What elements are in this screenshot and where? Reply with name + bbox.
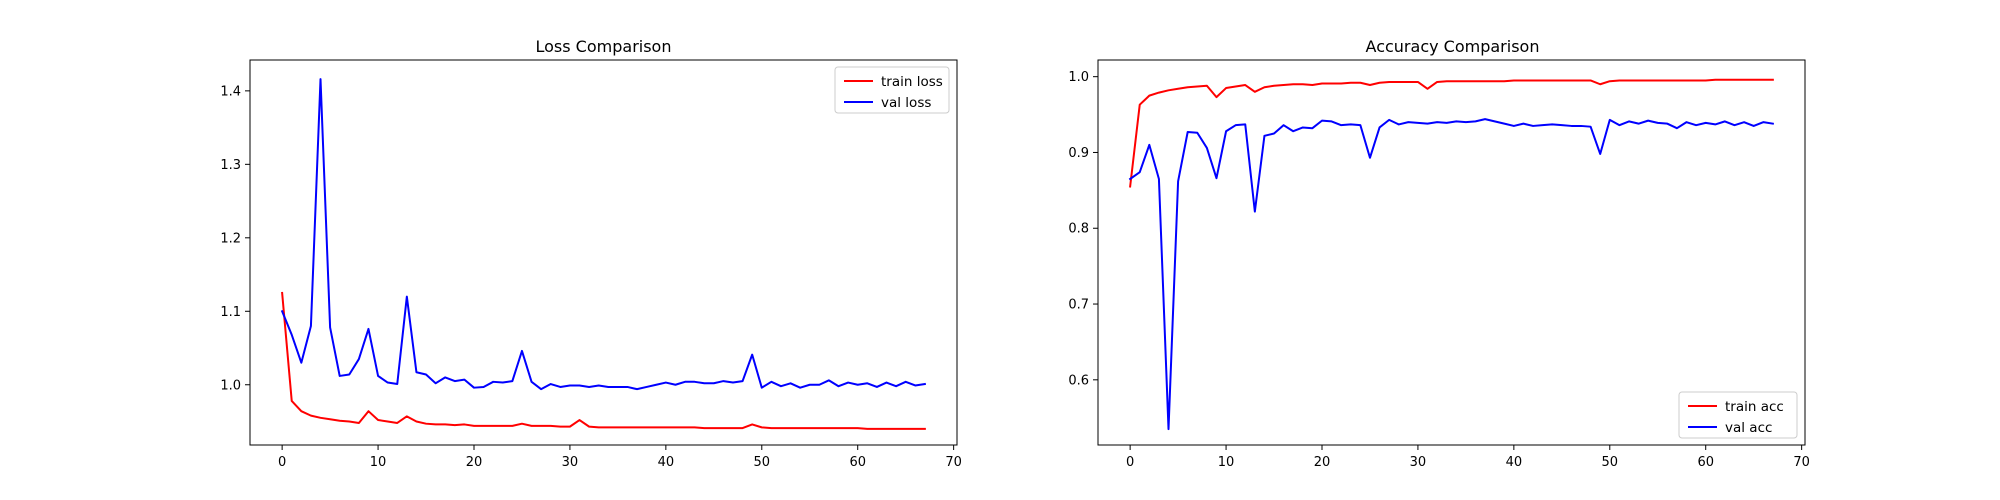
loss-legend-label: val loss bbox=[881, 95, 931, 111]
loss-series-line-train-loss bbox=[281, 291, 926, 430]
accuracy-series-line-val-acc bbox=[1128, 118, 1775, 431]
loss-axes-frame bbox=[249, 59, 958, 446]
loss-legend-label: train loss bbox=[881, 74, 943, 90]
accuracy-x-tick-label: 40 bbox=[1506, 455, 1523, 470]
loss-y-tick-label: 1.1 bbox=[220, 305, 241, 320]
accuracy-legend-label: val acc bbox=[1725, 420, 1772, 436]
loss-chart-title: Loss Comparison bbox=[536, 37, 672, 56]
loss-x-tick-label: 60 bbox=[849, 455, 866, 470]
accuracy-x-tick-label: 10 bbox=[1218, 455, 1235, 470]
accuracy-chart-title: Accuracy Comparison bbox=[1366, 37, 1540, 56]
accuracy-x-tick-label: 0 bbox=[1126, 455, 1134, 470]
accuracy-y-tick-label: 0.8 bbox=[1068, 222, 1089, 237]
loss-x-tick-label: 50 bbox=[754, 455, 771, 470]
accuracy-x-tick-label: 50 bbox=[1602, 455, 1619, 470]
loss-y-tick-label: 1.3 bbox=[220, 158, 241, 173]
loss-x-tick-label: 20 bbox=[466, 455, 483, 470]
accuracy-series-line-train-acc bbox=[1129, 78, 1774, 188]
accuracy-y-tick-label: 0.7 bbox=[1068, 298, 1089, 313]
accuracy-x-tick-label: 20 bbox=[1314, 455, 1331, 470]
accuracy-axes-frame bbox=[1097, 59, 1806, 446]
loss-y-tick-label: 1.2 bbox=[220, 231, 241, 246]
accuracy-x-tick-label: 70 bbox=[1793, 455, 1810, 470]
loss-series-line-val-loss bbox=[280, 78, 926, 391]
loss-y-tick-label: 1.0 bbox=[220, 378, 241, 393]
accuracy-legend: train acc val acc bbox=[1678, 391, 1798, 439]
accuracy-y-tick-label: 0.6 bbox=[1068, 373, 1089, 388]
loss-x-tick-label: 70 bbox=[945, 455, 962, 470]
accuracy-comparison-panel: Accuracy Comparison 0 10 20 30 40 50 60 70 0.6 0.… bbox=[1068, 37, 1810, 470]
accuracy-x-tick-label: 60 bbox=[1697, 455, 1714, 470]
loss-x-tick-label: 10 bbox=[370, 455, 387, 470]
accuracy-y-tick-label: 0.9 bbox=[1068, 146, 1089, 161]
loss-legend: train loss val loss bbox=[834, 66, 950, 114]
loss-y-tick-label: 1.4 bbox=[220, 84, 241, 99]
accuracy-x-tick-label: 30 bbox=[1410, 455, 1427, 470]
accuracy-y-tick-label: 1.0 bbox=[1068, 70, 1089, 85]
loss-x-tick-label: 30 bbox=[562, 455, 579, 470]
loss-x-tick-label: 40 bbox=[658, 455, 675, 470]
loss-comparison-panel: Loss Comparison 0 10 20 30 40 50 60 70 1.0 1.1 1.2… bbox=[220, 37, 962, 470]
loss-x-tick-label: 0 bbox=[278, 455, 286, 470]
accuracy-legend-label: train acc bbox=[1725, 399, 1784, 415]
